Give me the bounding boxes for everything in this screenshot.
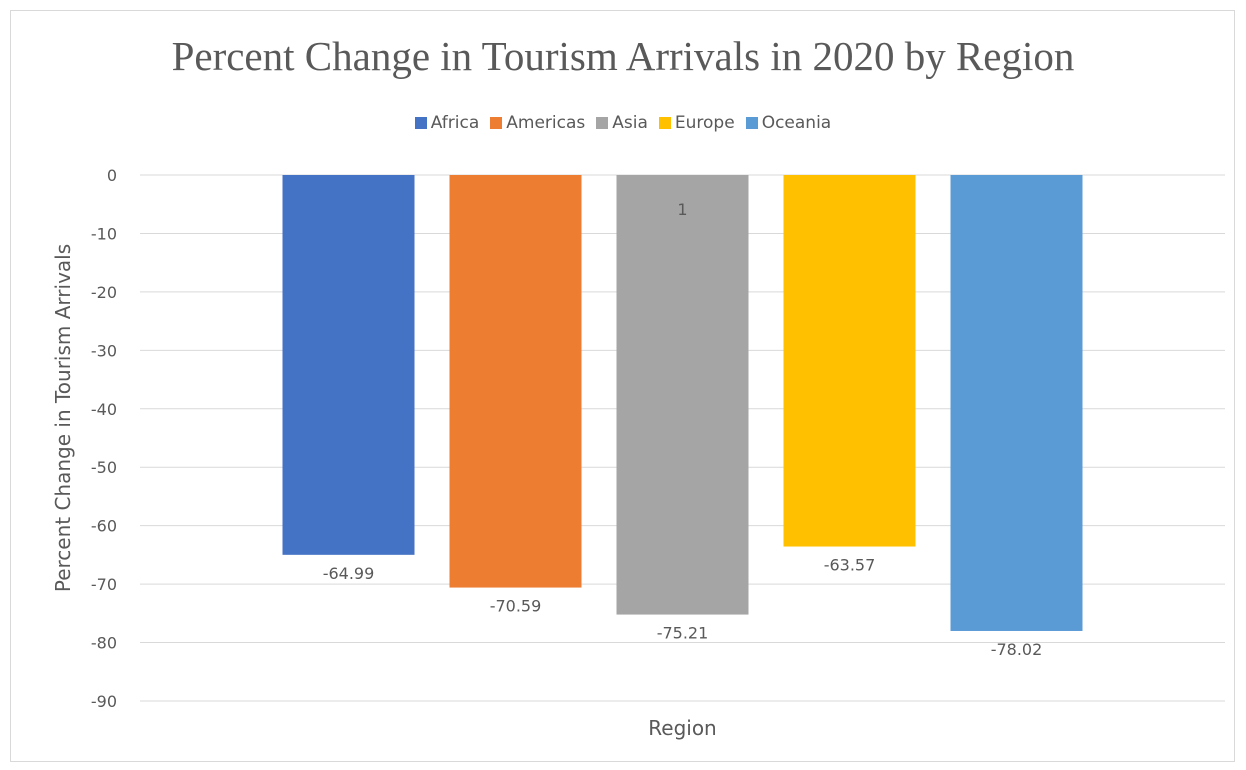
- category-label: 1: [677, 200, 687, 219]
- y-tick-label-5: -50: [91, 458, 117, 477]
- data-label-africa: -64.99: [323, 564, 375, 583]
- y-tick-label-1: -10: [91, 224, 117, 243]
- y-tick-label-0: 0: [107, 166, 117, 185]
- legend: Africa Americas Asia Europe Oceania: [0, 113, 1246, 133]
- legend-swatch-africa: [414, 117, 427, 129]
- bar-americas: [449, 175, 582, 588]
- legend-swatch-asia: [596, 117, 609, 129]
- data-label-americas: -70.59: [490, 597, 542, 616]
- bar-africa: [282, 175, 415, 555]
- y-axis-label: Percent Change in Tourism Arrivals: [51, 244, 75, 592]
- bar-asia: [616, 175, 749, 615]
- data-label-europe: -63.57: [824, 556, 876, 575]
- legend-label-asia: Asia: [612, 113, 648, 133]
- legend-swatch-europe: [658, 117, 671, 129]
- legend-label-africa: Africa: [430, 113, 480, 133]
- legend-item-africa: Africa: [414, 113, 480, 133]
- y-tick-label-7: -70: [91, 575, 117, 594]
- legend-item-europe: Europe: [658, 113, 735, 133]
- y-tick-label-4: -40: [91, 400, 117, 419]
- y-tick-label-9: -90: [91, 692, 117, 711]
- bar-europe: [783, 175, 916, 547]
- legend-swatch-oceania: [745, 117, 758, 129]
- y-tick-label-6: -60: [91, 517, 117, 536]
- y-tick-label-8: -80: [91, 634, 117, 653]
- bar-oceania: [950, 175, 1083, 631]
- legend-item-americas: Americas: [490, 113, 585, 133]
- data-label-oceania: -78.02: [991, 640, 1043, 659]
- chart-title: Percent Change in Tourism Arrivals in 20…: [171, 33, 1075, 79]
- legend-item-asia: Asia: [596, 113, 648, 133]
- legend-label-europe: Europe: [674, 113, 735, 133]
- legend-item-oceania: Oceania: [745, 113, 832, 133]
- y-tick-label-2: -20: [91, 283, 117, 302]
- x-axis-label: Region: [648, 716, 716, 740]
- data-label-asia: -75.21: [657, 624, 709, 643]
- y-tick-label-3: -30: [91, 341, 117, 360]
- legend-label-americas: Americas: [506, 113, 586, 133]
- legend-swatch-americas: [490, 117, 503, 129]
- legend-label-oceania: Oceania: [761, 113, 832, 133]
